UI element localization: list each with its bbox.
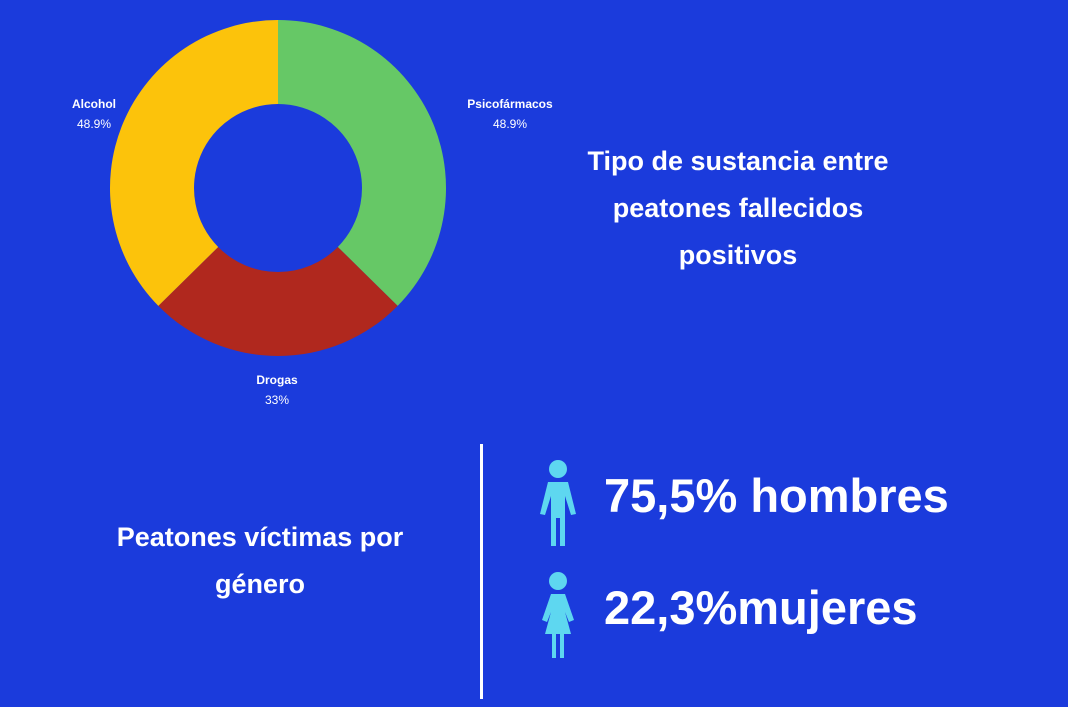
slice-label-drogas-value: 33% [264, 393, 290, 407]
slice-label-psicofarmacos-value: 48.9% [492, 117, 528, 131]
women-percentage-text: 22,3%mujeres [604, 581, 918, 634]
men-percentage-text: 75,5% hombres [604, 469, 949, 522]
slice-label-alcohol-name: Alcohol [72, 97, 116, 111]
donut-slice-drogas [158, 246, 398, 356]
slice-label-alcohol: Alcohol 48.9% [56, 94, 132, 134]
slice-label-drogas: Drogas 33% [234, 370, 320, 410]
donut-slice-psicofarmacos [278, 20, 447, 306]
slice-label-drogas-name: Drogas [256, 373, 298, 387]
gender-row-men: 75,5% hombres [534, 458, 974, 548]
slice-label-alcohol-value: 48.9% [76, 117, 112, 131]
gender-row-women: 22,3%mujeres [534, 570, 974, 660]
slice-label-psicofarmacos: Psicofármacos 48.9% [452, 94, 568, 134]
donut-chart [110, 20, 447, 356]
man-icon [540, 460, 576, 546]
slice-label-psicofarmacos-name: Psicofármacos [467, 97, 553, 111]
woman-icon [542, 572, 574, 658]
chart-title: Tipo de sustancia entre peatones falleci… [587, 146, 889, 270]
gender-title: Peatones víctimas por género [116, 522, 404, 599]
divider [480, 444, 483, 699]
donut-slice-alcohol [110, 20, 278, 306]
